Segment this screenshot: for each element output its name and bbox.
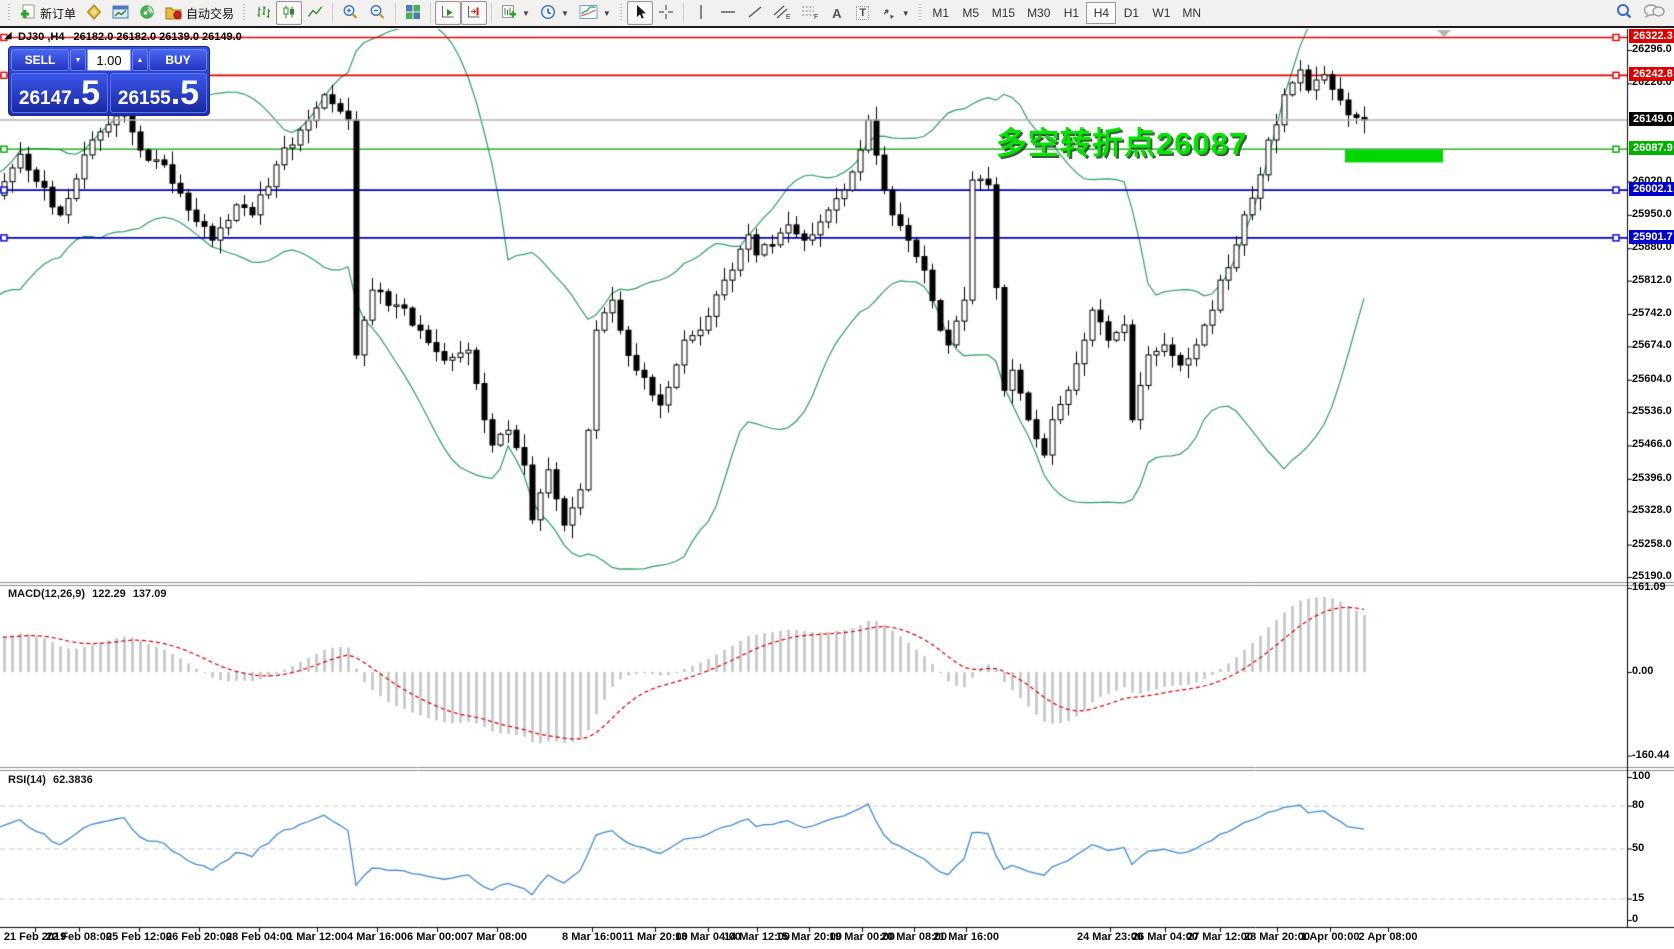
timeframe-m1-button[interactable]: M1 <box>932 6 950 20</box>
vertical-line-icon <box>696 4 706 23</box>
main-toolbar: 新订单 自动交易 ▼ ▼ ▼ E F A T <box>0 0 1674 28</box>
volume-input[interactable]: 1.00 <box>87 49 131 71</box>
cursor-button[interactable] <box>626 1 653 25</box>
text-icon: A <box>832 5 842 21</box>
horizontal-line-icon <box>719 4 737 23</box>
dropdown-caret-icon: ▼ <box>602 8 611 18</box>
new-order-icon <box>20 4 36 23</box>
gold-seal-icon <box>86 3 102 23</box>
chat-icon <box>1643 3 1665 23</box>
search-button[interactable] <box>1610 1 1638 25</box>
chart-window-icon <box>112 4 129 23</box>
autotrading-button[interactable]: 自动交易 <box>160 1 239 25</box>
toolbar-grip[interactable] <box>7 4 12 22</box>
line-chart-icon <box>307 4 323 23</box>
buy-price-display[interactable]: 26155.5 <box>110 73 207 113</box>
autoscroll-icon <box>440 4 456 23</box>
chart-shift-button[interactable] <box>461 1 488 25</box>
toolbar-grip[interactable] <box>242 4 248 22</box>
candlestick-chart-button[interactable] <box>276 1 303 25</box>
new-order-label: 新订单 <box>40 6 77 21</box>
arrows-icon <box>881 4 897 23</box>
timeframe-w1-button[interactable]: W1 <box>1152 6 1171 20</box>
timeframe-h1-button[interactable]: H1 <box>1063 6 1080 20</box>
chart-title: DJ30 ,H4 26182.0 26182.0 26139.0 26149.0 <box>18 31 242 43</box>
timeframe-mn-button[interactable]: MN <box>1182 6 1202 20</box>
timeframe-h4-button[interactable]: H4 <box>1086 2 1117 24</box>
fibonacci-button[interactable]: F <box>796 1 824 25</box>
template-button[interactable]: ▼ <box>574 1 616 25</box>
clock-icon <box>540 4 556 23</box>
signal-icon <box>139 4 155 23</box>
text-label-icon: T <box>856 6 870 20</box>
trendline-button[interactable] <box>742 1 768 25</box>
autotrading-label: 自动交易 <box>186 6 235 21</box>
svg-text:E: E <box>786 14 791 20</box>
horizontal-line-button[interactable] <box>714 1 742 25</box>
bar-chart-icon <box>255 4 271 23</box>
one-click-collapse-icon[interactable]: ◢ <box>4 30 12 41</box>
one-click-trading-panel: SELL ▼ 1.00 ▲ BUY 26147.5 26155.5 <box>8 46 210 116</box>
dropdown-caret-icon: ▼ <box>522 8 530 18</box>
zoom-in-icon <box>342 4 359 23</box>
search-icon <box>1615 3 1633 23</box>
toolbar-grip[interactable] <box>618 4 624 22</box>
template-icon <box>579 4 598 23</box>
zoom-in-button[interactable] <box>337 1 364 25</box>
sell-button[interactable]: SELL <box>11 49 69 71</box>
new-chart-icon <box>501 4 517 23</box>
timeframe-d1-button[interactable]: D1 <box>1123 6 1140 20</box>
timeframe-group: M1 M5 M15 M30 H1 H4 D1 W1 MN <box>926 2 1207 24</box>
autoscroll-button[interactable] <box>435 1 462 25</box>
buy-button[interactable]: BUY <box>149 49 207 71</box>
crosshair-button[interactable] <box>653 1 679 25</box>
chart-symbol-period: DJ30 ,H4 <box>18 31 65 43</box>
candlestick-chart-icon <box>281 4 297 23</box>
toolbar-grip[interactable] <box>917 4 923 22</box>
macd-signal-value: 137.09 <box>132 588 167 600</box>
timeframe-m30-button[interactable]: M30 <box>1027 6 1051 20</box>
text-label-button[interactable]: T <box>850 1 876 25</box>
line-chart-button[interactable] <box>302 1 328 25</box>
bar-chart-button[interactable] <box>250 1 276 25</box>
chat-button[interactable] <box>1638 1 1670 25</box>
macd-main-value: 122.29 <box>92 588 126 600</box>
zoom-out-icon <box>369 4 386 23</box>
gold-seal-button[interactable] <box>81 1 107 25</box>
timeframe-m5-button[interactable]: M5 <box>962 6 980 20</box>
chart-ohlc-values: 26182.0 26182.0 26139.0 26149.0 <box>73 31 242 43</box>
equidistant-channel-button[interactable]: E <box>768 1 796 25</box>
arrows-dropdown-button[interactable]: ▼ <box>876 1 915 25</box>
timeframe-m15-button[interactable]: M15 <box>991 6 1016 20</box>
dropdown-caret-icon: ▼ <box>560 8 569 18</box>
sell-price-display[interactable]: 26147.5 <box>11 73 108 113</box>
chart-window-button[interactable] <box>107 1 134 25</box>
zoom-out-button[interactable] <box>364 1 391 25</box>
rsi-value: 62.3836 <box>52 774 93 786</box>
rsi-indicator-label: RSI(14) 62.3836 <box>8 774 93 786</box>
autotrading-icon <box>165 4 182 23</box>
fibonacci-icon: F <box>801 4 819 23</box>
new-order-button[interactable]: 新订单 <box>15 1 81 25</box>
volume-decrease-button[interactable]: ▼ <box>70 49 86 71</box>
chart-shift-icon <box>466 4 482 23</box>
tile-windows-icon <box>405 4 421 23</box>
signal-button[interactable] <box>134 1 160 25</box>
dropdown-caret-icon: ▼ <box>901 8 910 18</box>
chart-annotation-text[interactable]: 多空转折点26087 <box>996 126 1248 161</box>
trendline-icon <box>747 4 763 23</box>
period-clock-button[interactable]: ▼ <box>535 1 574 25</box>
macd-indicator-label: MACD(12,26,9) 122.29 137.09 <box>8 588 167 600</box>
volume-increase-button[interactable]: ▲ <box>132 49 148 71</box>
cursor-icon <box>633 4 647 23</box>
tile-windows-button[interactable] <box>400 1 426 25</box>
svg-text:F: F <box>814 14 818 20</box>
equidistant-channel-icon: E <box>773 4 791 23</box>
crosshair-icon <box>658 4 674 23</box>
new-chart-button[interactable]: ▼ <box>496 1 535 25</box>
text-button[interactable]: A <box>824 1 850 25</box>
vertical-line-button[interactable] <box>688 1 714 25</box>
